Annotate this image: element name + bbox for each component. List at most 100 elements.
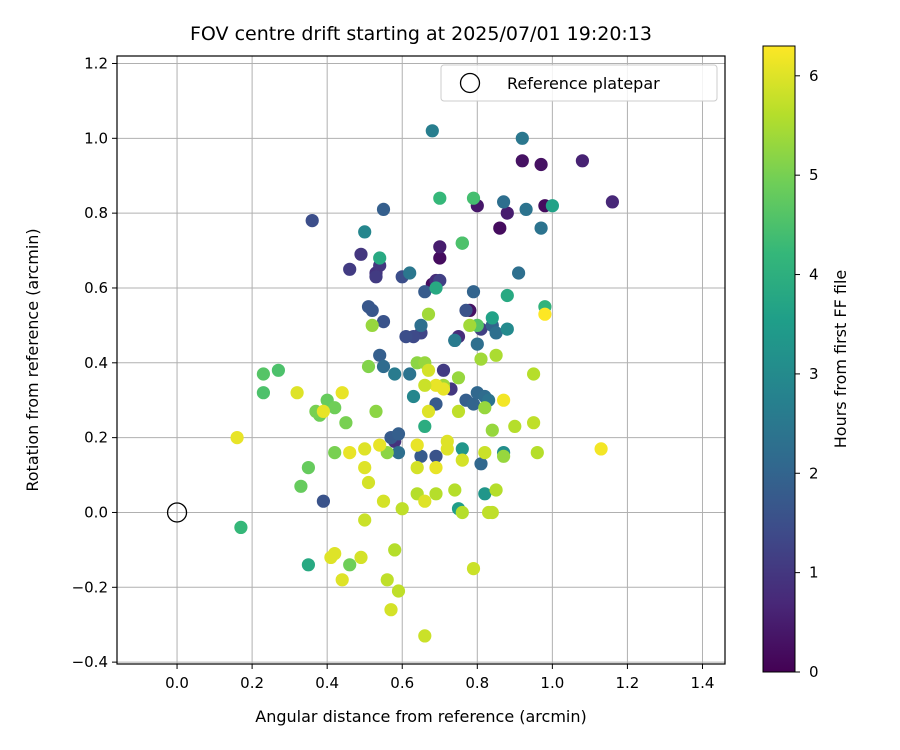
- data-point: [406, 389, 421, 404]
- data-point: [545, 199, 560, 213]
- data-point: [421, 307, 436, 321]
- y-tick-label: 1.2: [84, 54, 108, 72]
- y-tick-label: −0.2: [72, 578, 108, 596]
- colorbar-tick-label: 4: [809, 266, 819, 284]
- data-point: [429, 461, 443, 475]
- reference-platepar-marker: [166, 502, 188, 523]
- data-point: [436, 382, 451, 396]
- data-point: [534, 157, 548, 172]
- data-point: [497, 449, 511, 463]
- data-point: [433, 240, 447, 254]
- y-axis-label: Rotation from reference (arcmin): [23, 228, 42, 491]
- data-point: [373, 251, 387, 265]
- data-point: [358, 461, 372, 475]
- data-point: [388, 543, 402, 557]
- y-tick-label: −0.4: [72, 653, 108, 671]
- x-axis-ticks: 0.0 0.2 0.4 0.6 0.8 1.0 1.2 1.4: [165, 664, 714, 692]
- data-point: [418, 378, 432, 392]
- data-point: [497, 195, 511, 209]
- data-point: [418, 419, 432, 433]
- data-point: [429, 449, 443, 463]
- data-point: [335, 386, 349, 400]
- data-point: [418, 285, 432, 299]
- data-point: [605, 195, 620, 209]
- data-point: [403, 266, 417, 280]
- data-point: [478, 446, 492, 460]
- data-point: [358, 513, 372, 527]
- x-tick-label: 0.2: [240, 674, 264, 692]
- data-point: [316, 494, 330, 508]
- data-point: [527, 416, 541, 430]
- colorbar-tick-label: 3: [809, 365, 819, 383]
- data-point: [575, 154, 590, 168]
- x-axis-label: Angular distance from reference (arcmin): [255, 707, 586, 726]
- x-tick-label: 0.0: [165, 674, 189, 692]
- y-tick-label: 0.0: [84, 503, 108, 521]
- data-point: [485, 311, 499, 325]
- data-point: [391, 446, 406, 460]
- data-point: [369, 404, 383, 418]
- y-tick-label: 1.0: [84, 129, 108, 147]
- data-point: [530, 446, 544, 460]
- plot-frame: [116, 55, 726, 665]
- data-point: [358, 442, 372, 456]
- colorbar-tick-label: 2: [809, 464, 819, 482]
- data-point: [497, 393, 511, 407]
- data-point: [230, 431, 244, 445]
- data-point: [489, 326, 503, 340]
- data-point: [421, 404, 436, 418]
- data-point: [343, 262, 357, 276]
- colorbar-tick-label: 6: [809, 67, 819, 85]
- data-point: [301, 558, 315, 572]
- data-point: [466, 191, 481, 205]
- data-point: [373, 438, 387, 452]
- data-point: [466, 285, 481, 299]
- data-point: [339, 416, 353, 430]
- data-point: [474, 352, 488, 366]
- data-point: [455, 453, 469, 467]
- data-point: [373, 348, 387, 362]
- x-tick-label: 1.2: [615, 674, 639, 692]
- data-point: [451, 404, 466, 418]
- data-point: [305, 214, 319, 228]
- data-point: [493, 221, 507, 235]
- data-point: [271, 363, 285, 377]
- data-point: [290, 386, 304, 400]
- data-point: [489, 483, 503, 497]
- legend-label: Reference platepar: [507, 74, 660, 93]
- data-point: [328, 446, 342, 460]
- data-point: [538, 307, 552, 321]
- data-point: [376, 315, 391, 329]
- data-point: [316, 404, 330, 418]
- x-tick-label: 1.4: [691, 674, 715, 692]
- data-point: [508, 419, 522, 433]
- data-point: [354, 550, 368, 565]
- y-axis-ticks: −0.4 −0.2 0.0 0.2 0.4 0.6 0.8 1.0 1.2: [72, 54, 117, 671]
- data-point: [489, 348, 503, 362]
- data-point: [294, 479, 308, 493]
- data-point: [474, 457, 488, 471]
- data-point: [376, 494, 391, 508]
- data-point: [343, 558, 357, 572]
- data-point: [440, 442, 454, 456]
- data-point: [485, 423, 499, 437]
- data-point: [388, 367, 402, 381]
- colorbar-tick-label: 0: [809, 663, 819, 681]
- x-tick-label: 0.8: [465, 674, 489, 692]
- data-point: [391, 427, 406, 441]
- data-point: [455, 442, 469, 456]
- data-point: [451, 371, 466, 385]
- data-point: [335, 573, 349, 587]
- data-point: [429, 487, 443, 501]
- data-point: [328, 547, 342, 561]
- data-point: [425, 124, 439, 138]
- data-point: [328, 401, 342, 415]
- data-point: [399, 330, 413, 344]
- x-tick-label: 0.6: [390, 674, 414, 692]
- colorbar-tick-label: 1: [809, 564, 819, 582]
- colorbar-label: Hours from first FF file: [831, 270, 850, 449]
- data-point: [500, 206, 514, 220]
- data-point: [436, 363, 451, 377]
- data-point: [361, 359, 376, 374]
- data-point: [380, 573, 394, 587]
